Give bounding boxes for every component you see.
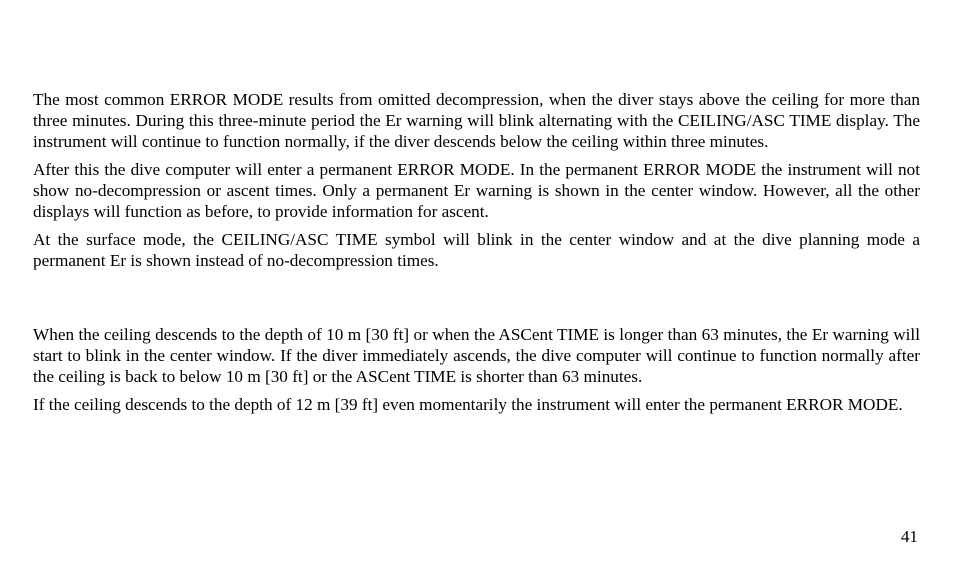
body-paragraph: After this the dive computer will enter … (33, 160, 920, 223)
body-paragraph: At the surface mode, the CEILING/ASC TIM… (33, 230, 920, 272)
body-paragraph: The most common ERROR MODE results from … (33, 90, 920, 153)
page-number: 41 (901, 527, 918, 547)
document-page: The most common ERROR MODE results from … (0, 0, 954, 582)
section-gap (33, 279, 920, 325)
body-paragraph: If the ceiling descends to the depth of … (33, 395, 920, 416)
body-paragraph: When the ceiling descends to the depth o… (33, 325, 920, 388)
